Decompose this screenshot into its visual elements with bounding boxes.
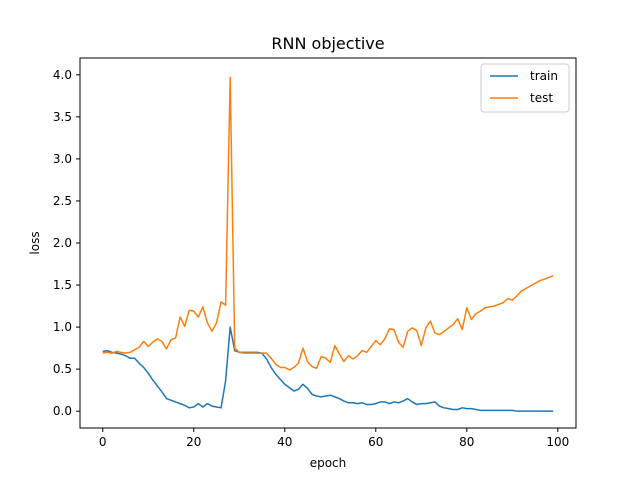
y-tick-label: 2.5 <box>53 194 72 208</box>
x-axis: 0 20 40 60 80 100 <box>99 428 569 449</box>
plot-lines <box>102 76 554 412</box>
y-tick-label: 1.0 <box>53 320 72 334</box>
x-tick-label: 60 <box>368 435 383 449</box>
legend-test-label: test <box>530 91 553 105</box>
x-tick-label: 20 <box>186 435 201 449</box>
chart-title: RNN objective <box>271 34 384 53</box>
x-tick-label: 40 <box>277 435 292 449</box>
y-tick-label: 3.5 <box>53 110 72 124</box>
y-axis: 0.0 0.5 1.0 1.5 2.0 2.5 3.0 3.5 4.0 <box>53 68 80 418</box>
series-line-test <box>102 76 554 371</box>
y-axis-label: loss <box>28 231 42 254</box>
x-tick-label: 100 <box>546 435 569 449</box>
series-line-train <box>102 326 554 412</box>
y-tick-label: 3.0 <box>53 152 72 166</box>
legend: train test <box>480 63 570 113</box>
legend-train-label: train <box>530 69 558 83</box>
y-tick-label: 4.0 <box>53 68 72 82</box>
y-tick-label: 0.0 <box>53 404 72 418</box>
x-tick-label: 80 <box>459 435 474 449</box>
x-axis-label: epoch <box>310 456 347 470</box>
y-tick-label: 0.5 <box>53 362 72 376</box>
x-tick-label: 0 <box>99 435 107 449</box>
y-tick-label: 2.0 <box>53 236 72 250</box>
y-tick-label: 1.5 <box>53 278 72 292</box>
